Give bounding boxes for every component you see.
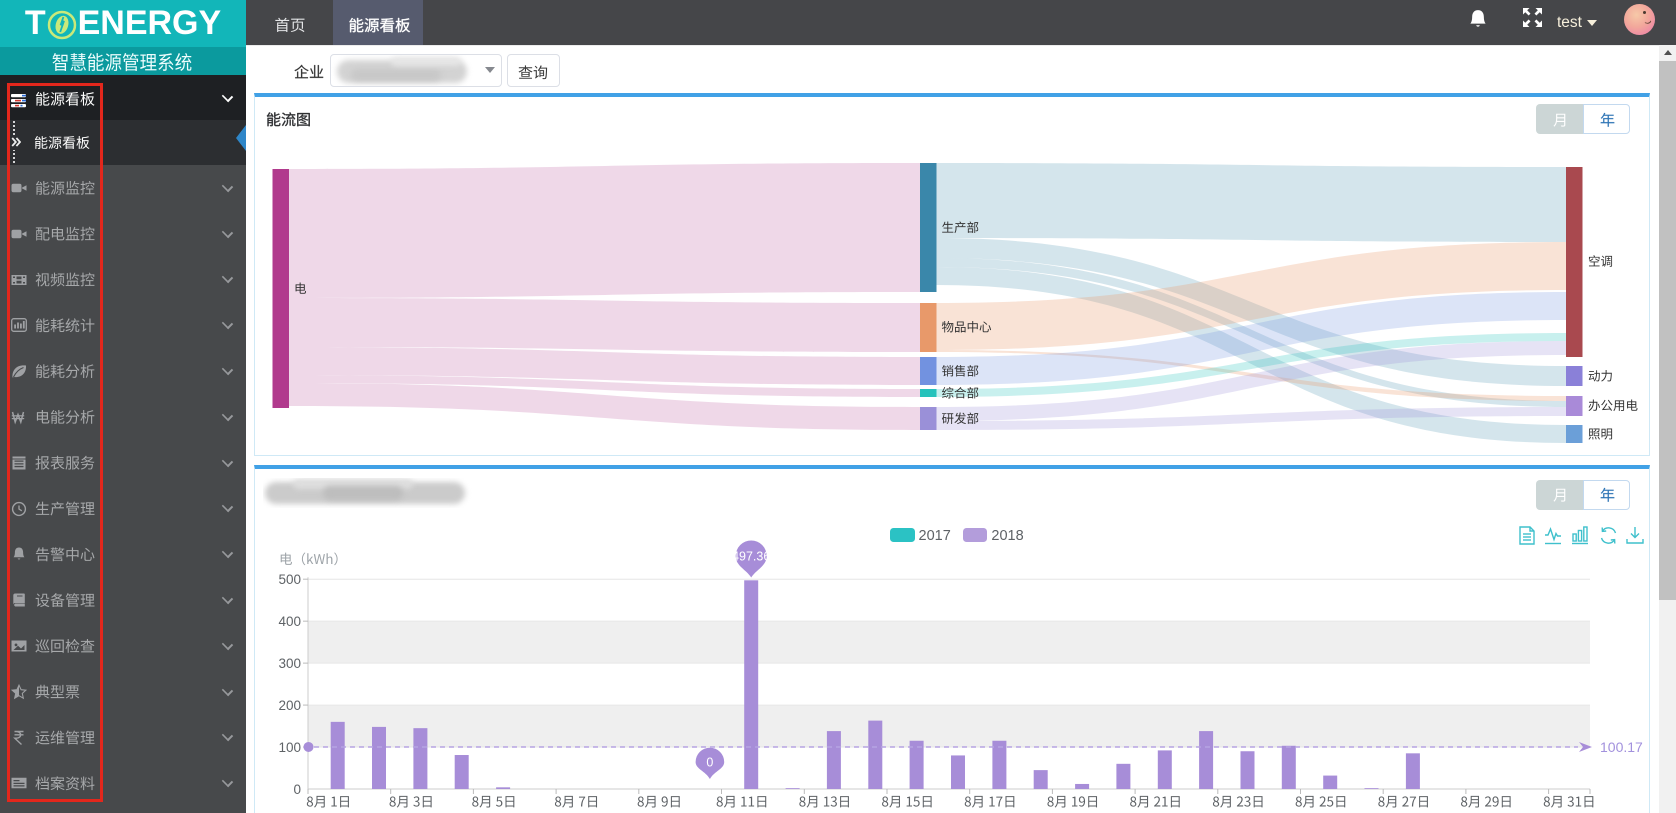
svg-text:100.17: 100.17 <box>1600 739 1643 755</box>
svg-text:300: 300 <box>278 656 301 671</box>
svg-text:500: 500 <box>278 572 301 587</box>
svg-text:200: 200 <box>278 698 301 713</box>
svg-text:100: 100 <box>278 740 301 755</box>
svg-text:0: 0 <box>706 756 713 770</box>
svg-text:497.36: 497.36 <box>732 550 770 564</box>
svg-text:400: 400 <box>278 614 301 629</box>
svg-text:0: 0 <box>293 782 301 797</box>
